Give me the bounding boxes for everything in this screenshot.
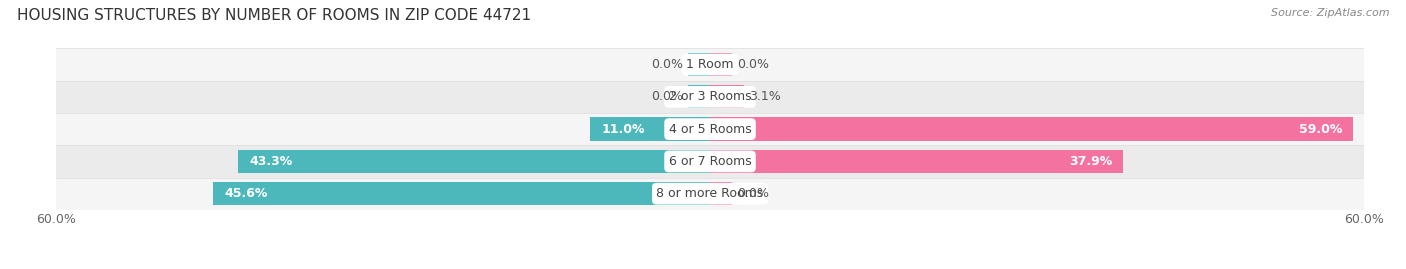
Bar	[710, 53, 731, 76]
Text: 59.0%: 59.0%	[1299, 123, 1343, 136]
Bar	[710, 182, 731, 205]
Bar	[689, 85, 710, 108]
Bar	[689, 53, 710, 76]
Text: 0.0%: 0.0%	[737, 58, 769, 71]
Text: 0.0%: 0.0%	[737, 187, 769, 200]
Text: 45.6%: 45.6%	[224, 187, 267, 200]
Text: 2 or 3 Rooms: 2 or 3 Rooms	[669, 90, 751, 103]
Text: 43.3%: 43.3%	[249, 155, 292, 168]
Bar	[238, 150, 710, 173]
Bar	[56, 113, 1364, 145]
Text: 8 or more Rooms: 8 or more Rooms	[657, 187, 763, 200]
Bar	[710, 118, 1353, 141]
Text: HOUSING STRUCTURES BY NUMBER OF ROOMS IN ZIP CODE 44721: HOUSING STRUCTURES BY NUMBER OF ROOMS IN…	[17, 8, 531, 23]
Text: 3.1%: 3.1%	[749, 90, 780, 103]
Text: 0.0%: 0.0%	[651, 90, 683, 103]
Bar	[591, 118, 710, 141]
Bar	[56, 48, 1364, 81]
Bar	[710, 85, 744, 108]
Bar	[710, 150, 1123, 173]
Text: 6 or 7 Rooms: 6 or 7 Rooms	[669, 155, 751, 168]
Text: 4 or 5 Rooms: 4 or 5 Rooms	[669, 123, 751, 136]
Bar	[56, 178, 1364, 210]
Text: 11.0%: 11.0%	[602, 123, 644, 136]
Text: 1 Room: 1 Room	[686, 58, 734, 71]
Bar	[56, 145, 1364, 178]
Bar	[214, 182, 710, 205]
Text: 0.0%: 0.0%	[651, 58, 683, 71]
Text: 37.9%: 37.9%	[1069, 155, 1112, 168]
Text: Source: ZipAtlas.com: Source: ZipAtlas.com	[1271, 8, 1389, 18]
Bar	[56, 81, 1364, 113]
